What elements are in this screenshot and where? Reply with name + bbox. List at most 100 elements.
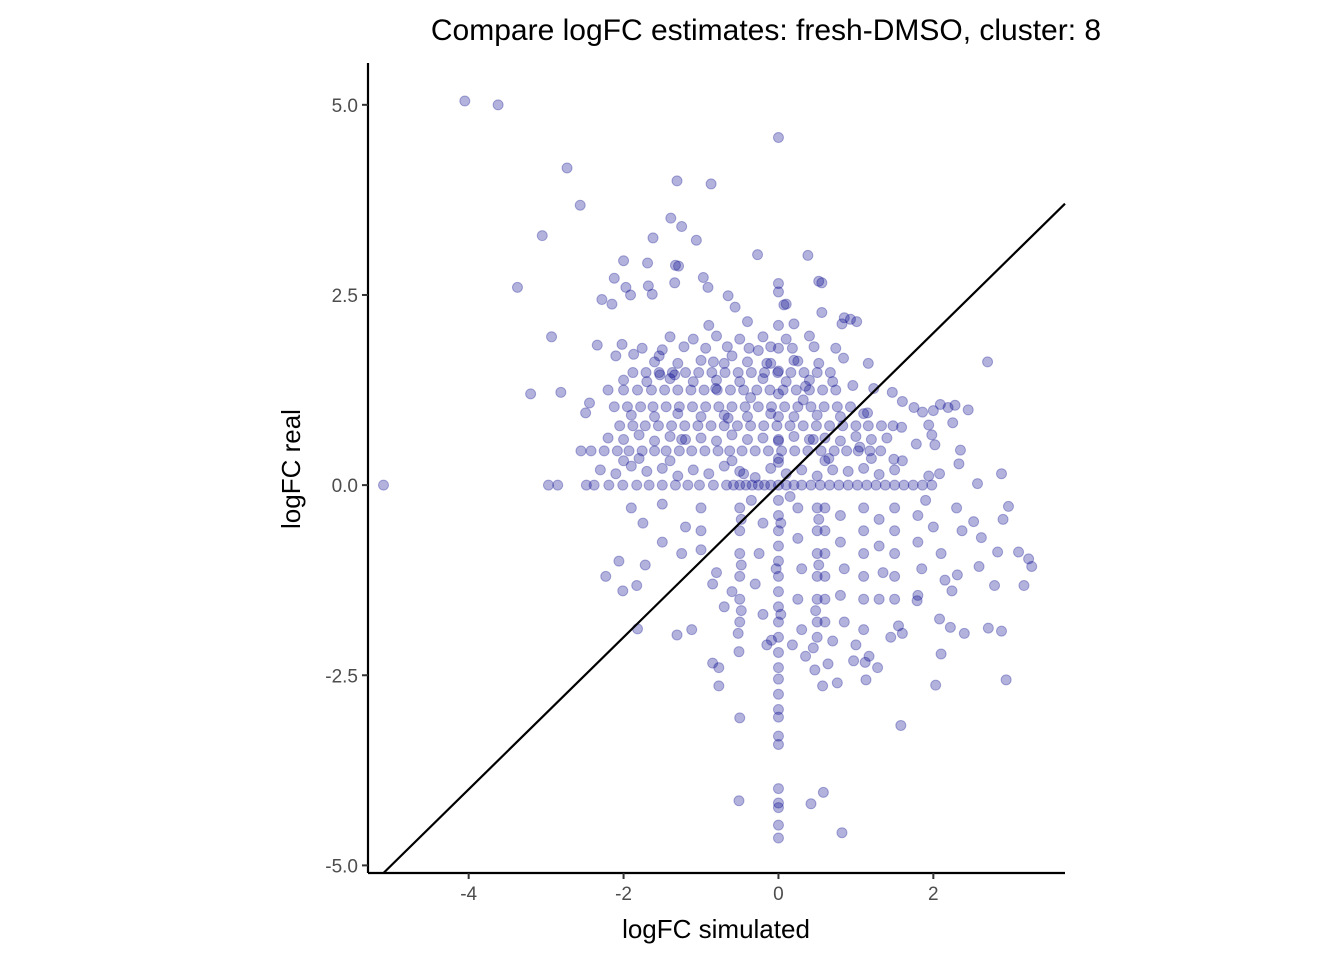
data-point xyxy=(687,446,697,456)
data-point xyxy=(696,355,706,365)
data-point xyxy=(772,421,782,431)
data-point xyxy=(890,571,900,581)
data-point xyxy=(562,163,572,173)
y-tick-label: 0.0 xyxy=(332,476,358,497)
data-point xyxy=(876,446,886,456)
data-point xyxy=(831,343,841,353)
data-point xyxy=(972,479,982,489)
data-point xyxy=(681,368,691,378)
data-point xyxy=(896,720,906,730)
data-point xyxy=(575,200,585,210)
data-point xyxy=(976,533,986,543)
data-point xyxy=(859,503,869,513)
data-point xyxy=(803,250,813,260)
data-point xyxy=(611,469,621,479)
data-point xyxy=(708,357,718,367)
x-tick-label: 0 xyxy=(773,884,784,905)
data-point xyxy=(952,570,962,580)
data-point xyxy=(733,368,743,378)
data-point xyxy=(609,273,619,283)
data-point xyxy=(852,480,862,490)
data-point xyxy=(754,549,764,559)
data-point xyxy=(603,385,613,395)
data-point xyxy=(785,492,795,502)
data-point xyxy=(773,647,783,657)
data-point xyxy=(771,564,781,574)
data-point xyxy=(735,617,745,627)
data-point xyxy=(876,421,886,431)
data-point xyxy=(851,640,861,650)
data-point xyxy=(687,402,697,412)
data-point xyxy=(632,480,642,490)
data-point xyxy=(619,434,629,444)
data-point xyxy=(859,571,869,581)
data-point xyxy=(886,632,896,642)
data-point xyxy=(809,342,819,352)
data-point xyxy=(863,421,873,431)
data-point xyxy=(604,480,614,490)
data-point xyxy=(637,343,647,353)
data-point xyxy=(843,480,853,490)
data-point xyxy=(859,625,869,635)
data-point xyxy=(897,628,907,638)
data-point xyxy=(859,526,869,536)
data-point xyxy=(793,533,803,543)
data-point xyxy=(696,503,706,513)
data-point xyxy=(808,434,818,444)
data-point xyxy=(780,402,790,412)
data-point xyxy=(460,96,470,106)
data-point xyxy=(835,537,845,547)
data-point xyxy=(930,440,940,450)
data-point xyxy=(661,446,671,456)
data-point xyxy=(773,320,783,330)
data-point xyxy=(722,342,732,352)
data-point xyxy=(918,407,928,417)
data-point xyxy=(855,442,865,452)
data-point xyxy=(634,453,644,463)
data-point xyxy=(712,436,722,446)
data-point xyxy=(701,402,711,412)
data-point xyxy=(691,235,701,245)
data-point xyxy=(848,380,858,390)
data-point xyxy=(935,469,945,479)
data-point xyxy=(657,463,667,473)
data-point xyxy=(688,465,698,475)
data-point xyxy=(931,680,941,690)
data-point xyxy=(773,803,783,813)
data-point xyxy=(727,402,737,412)
data-point xyxy=(680,421,690,431)
data-point xyxy=(955,445,965,455)
data-point xyxy=(665,374,675,384)
data-point xyxy=(825,480,835,490)
data-point xyxy=(873,663,883,673)
data-point xyxy=(740,402,750,412)
data-point xyxy=(672,630,682,640)
data-point xyxy=(917,564,927,574)
data-point xyxy=(619,385,629,395)
data-point xyxy=(888,421,898,431)
data-point xyxy=(693,421,703,431)
data-point xyxy=(773,587,783,597)
data-point xyxy=(746,495,756,505)
data-point xyxy=(837,828,847,838)
data-point xyxy=(378,480,388,490)
data-point xyxy=(739,469,749,479)
data-point xyxy=(945,622,955,632)
y-tick-label: 5.0 xyxy=(332,96,358,117)
x-axis-title: logFC simulated xyxy=(622,914,810,944)
data-point xyxy=(526,389,536,399)
data-point xyxy=(734,647,744,657)
data-point xyxy=(614,556,624,566)
data-point xyxy=(773,457,783,467)
data-point xyxy=(699,385,709,395)
data-point xyxy=(595,465,605,475)
data-point xyxy=(597,295,607,305)
data-point xyxy=(720,368,730,378)
data-point xyxy=(696,433,706,443)
data-point xyxy=(866,434,876,444)
data-point xyxy=(611,351,621,361)
data-point xyxy=(612,446,622,456)
data-point xyxy=(1001,675,1011,685)
data-point xyxy=(706,421,716,431)
data-point xyxy=(773,412,783,422)
